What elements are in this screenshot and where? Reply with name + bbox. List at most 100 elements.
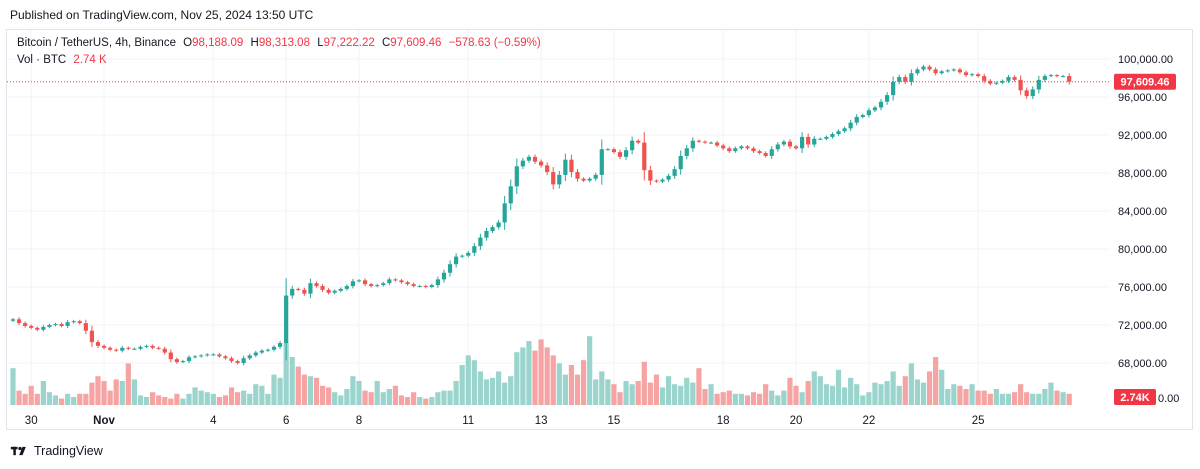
volume-bar xyxy=(137,395,144,405)
candle-body xyxy=(332,290,337,293)
volume-bar xyxy=(392,385,399,405)
volume-bar xyxy=(817,376,823,405)
volume-bar xyxy=(914,379,921,405)
candle-body xyxy=(95,342,101,346)
volume-bar xyxy=(562,374,568,405)
candle-body xyxy=(259,350,264,353)
volume-bar xyxy=(769,390,775,405)
candle-body xyxy=(41,326,46,330)
candle-body xyxy=(684,148,689,156)
volume-bar xyxy=(1036,393,1042,405)
volume-bar xyxy=(908,363,914,405)
volume-bar xyxy=(150,392,156,405)
volume-bar xyxy=(58,398,65,405)
volume-bar xyxy=(71,397,77,405)
volume-bar xyxy=(453,381,459,405)
volume-bar xyxy=(502,382,508,405)
low-label: L xyxy=(317,37,324,49)
time-tick-label: Nov xyxy=(93,415,115,427)
candle-body xyxy=(818,138,823,140)
last-volume-tag xyxy=(1114,389,1156,405)
volume-bar xyxy=(696,368,702,405)
close-label: C xyxy=(381,37,391,49)
volume-bar xyxy=(951,384,957,405)
candle-body xyxy=(951,69,956,71)
price-tick-label: 68,000.00 xyxy=(1118,358,1167,370)
candle-body xyxy=(721,145,726,149)
candle-body xyxy=(369,284,374,287)
candle-body xyxy=(405,282,410,285)
high-label: H xyxy=(250,37,259,49)
volume-bar xyxy=(186,393,192,405)
volume-bar xyxy=(841,387,848,405)
candle-body xyxy=(466,252,471,256)
volume-bar xyxy=(295,366,301,405)
candle-body xyxy=(690,140,695,149)
time-tick-label: 25 xyxy=(972,415,985,427)
volume-bar xyxy=(40,381,46,405)
candle-body xyxy=(150,345,155,348)
candle-body xyxy=(393,279,398,281)
volume-bar xyxy=(641,361,647,405)
volume-bar xyxy=(872,382,878,405)
candle-body xyxy=(745,146,750,149)
volume-bar xyxy=(283,342,289,405)
candle-body xyxy=(696,140,702,142)
candle-body xyxy=(903,77,908,82)
candle-body xyxy=(59,324,64,326)
time-tick-label: 11 xyxy=(462,415,474,427)
candle-body xyxy=(423,286,428,288)
candle-body xyxy=(994,82,999,84)
candle-body xyxy=(460,255,465,257)
volume-bar xyxy=(1042,389,1048,405)
candle-body xyxy=(235,361,240,363)
tradingview-footer[interactable]: TradingView xyxy=(10,444,103,458)
candle-body xyxy=(265,349,271,351)
volume-bar xyxy=(920,382,927,405)
candle-body xyxy=(10,319,16,321)
volume-bar xyxy=(107,390,113,405)
candle-body xyxy=(35,327,40,330)
volume-bar xyxy=(10,368,16,405)
candle-body xyxy=(490,227,495,231)
tradingview-logo-icon xyxy=(10,446,26,456)
candle-body xyxy=(223,356,228,359)
candle-body xyxy=(1042,76,1047,80)
candle-body xyxy=(957,69,963,73)
time-axis: 30 Nov 4 6 8 11 13 15 18 20 22 25 xyxy=(25,415,985,427)
candle-body xyxy=(47,325,52,327)
candle-body xyxy=(806,136,811,145)
volume-zero-label: 0.00 xyxy=(1158,393,1179,405)
candle-body xyxy=(988,80,993,84)
candle-body xyxy=(611,149,617,153)
volume-bar xyxy=(508,376,514,405)
candle-body xyxy=(193,356,198,358)
candle-body xyxy=(296,288,301,290)
volume-bar xyxy=(483,379,490,405)
candle-body xyxy=(982,76,987,81)
candle-body xyxy=(211,354,216,356)
volume-bar xyxy=(1054,390,1060,405)
candle-body xyxy=(660,179,665,182)
candle-body xyxy=(884,95,890,102)
low-value: 97,222.22 xyxy=(323,37,375,49)
candle-body xyxy=(447,264,453,273)
volume-bar xyxy=(307,376,314,405)
candle-body xyxy=(793,146,799,149)
volume-bar xyxy=(362,390,368,405)
candle-body xyxy=(769,149,774,156)
volume-bar xyxy=(234,392,241,405)
price-tick-label: 84,000.00 xyxy=(1118,206,1167,218)
change-value: −578.63 (−0.59%) xyxy=(448,37,541,49)
time-tick-label: 13 xyxy=(535,415,548,427)
candle-body xyxy=(1048,75,1054,77)
volume-bar xyxy=(635,381,641,405)
volume-bar xyxy=(866,392,872,405)
candle-body xyxy=(508,186,513,204)
volume-bar xyxy=(720,392,726,405)
open-label: O xyxy=(183,37,193,49)
volume-bar xyxy=(168,398,174,405)
candle-body xyxy=(575,172,580,179)
volume-bar xyxy=(587,336,593,405)
